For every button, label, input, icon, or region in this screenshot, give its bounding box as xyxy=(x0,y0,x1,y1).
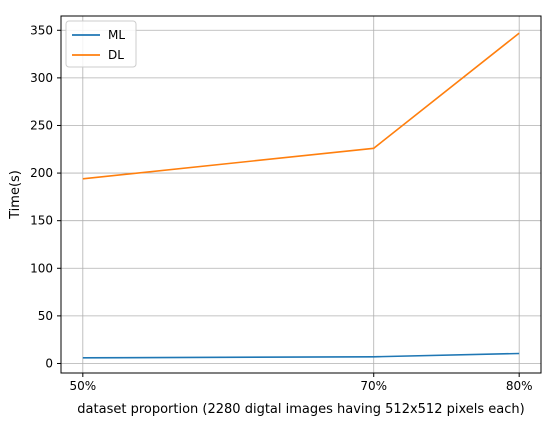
x-tick-label: 80% xyxy=(506,379,533,393)
series-line-dl xyxy=(82,32,520,180)
ticks: 0 50 100 150 200 250 300 350 50% 70% 80% xyxy=(30,23,532,393)
y-tick-label: 150 xyxy=(30,214,53,228)
x-tick-label: 70% xyxy=(360,379,387,393)
y-axis-label: Time(s) xyxy=(8,170,23,220)
plot-frame xyxy=(60,15,542,374)
y-tick-label: 100 xyxy=(30,261,53,275)
x-tick-label: 50% xyxy=(69,379,96,393)
legend-label-dl: DL xyxy=(108,48,124,62)
y-tick-label: 200 xyxy=(30,166,53,180)
legend: ML DL xyxy=(65,20,137,68)
y-tick-label: 0 xyxy=(45,356,53,370)
y-tick-label: 350 xyxy=(30,23,53,37)
x-axis-label: dataset proportion (2280 digtal images h… xyxy=(77,402,524,417)
y-tick-label: 300 xyxy=(30,71,53,85)
y-tick-label: 250 xyxy=(30,118,53,132)
grid xyxy=(61,16,541,373)
series-lines xyxy=(82,32,520,359)
legend-label-ml: ML xyxy=(108,28,125,42)
series-line-ml xyxy=(82,352,520,359)
y-tick-label: 50 xyxy=(38,309,53,323)
legend-box xyxy=(65,20,137,68)
